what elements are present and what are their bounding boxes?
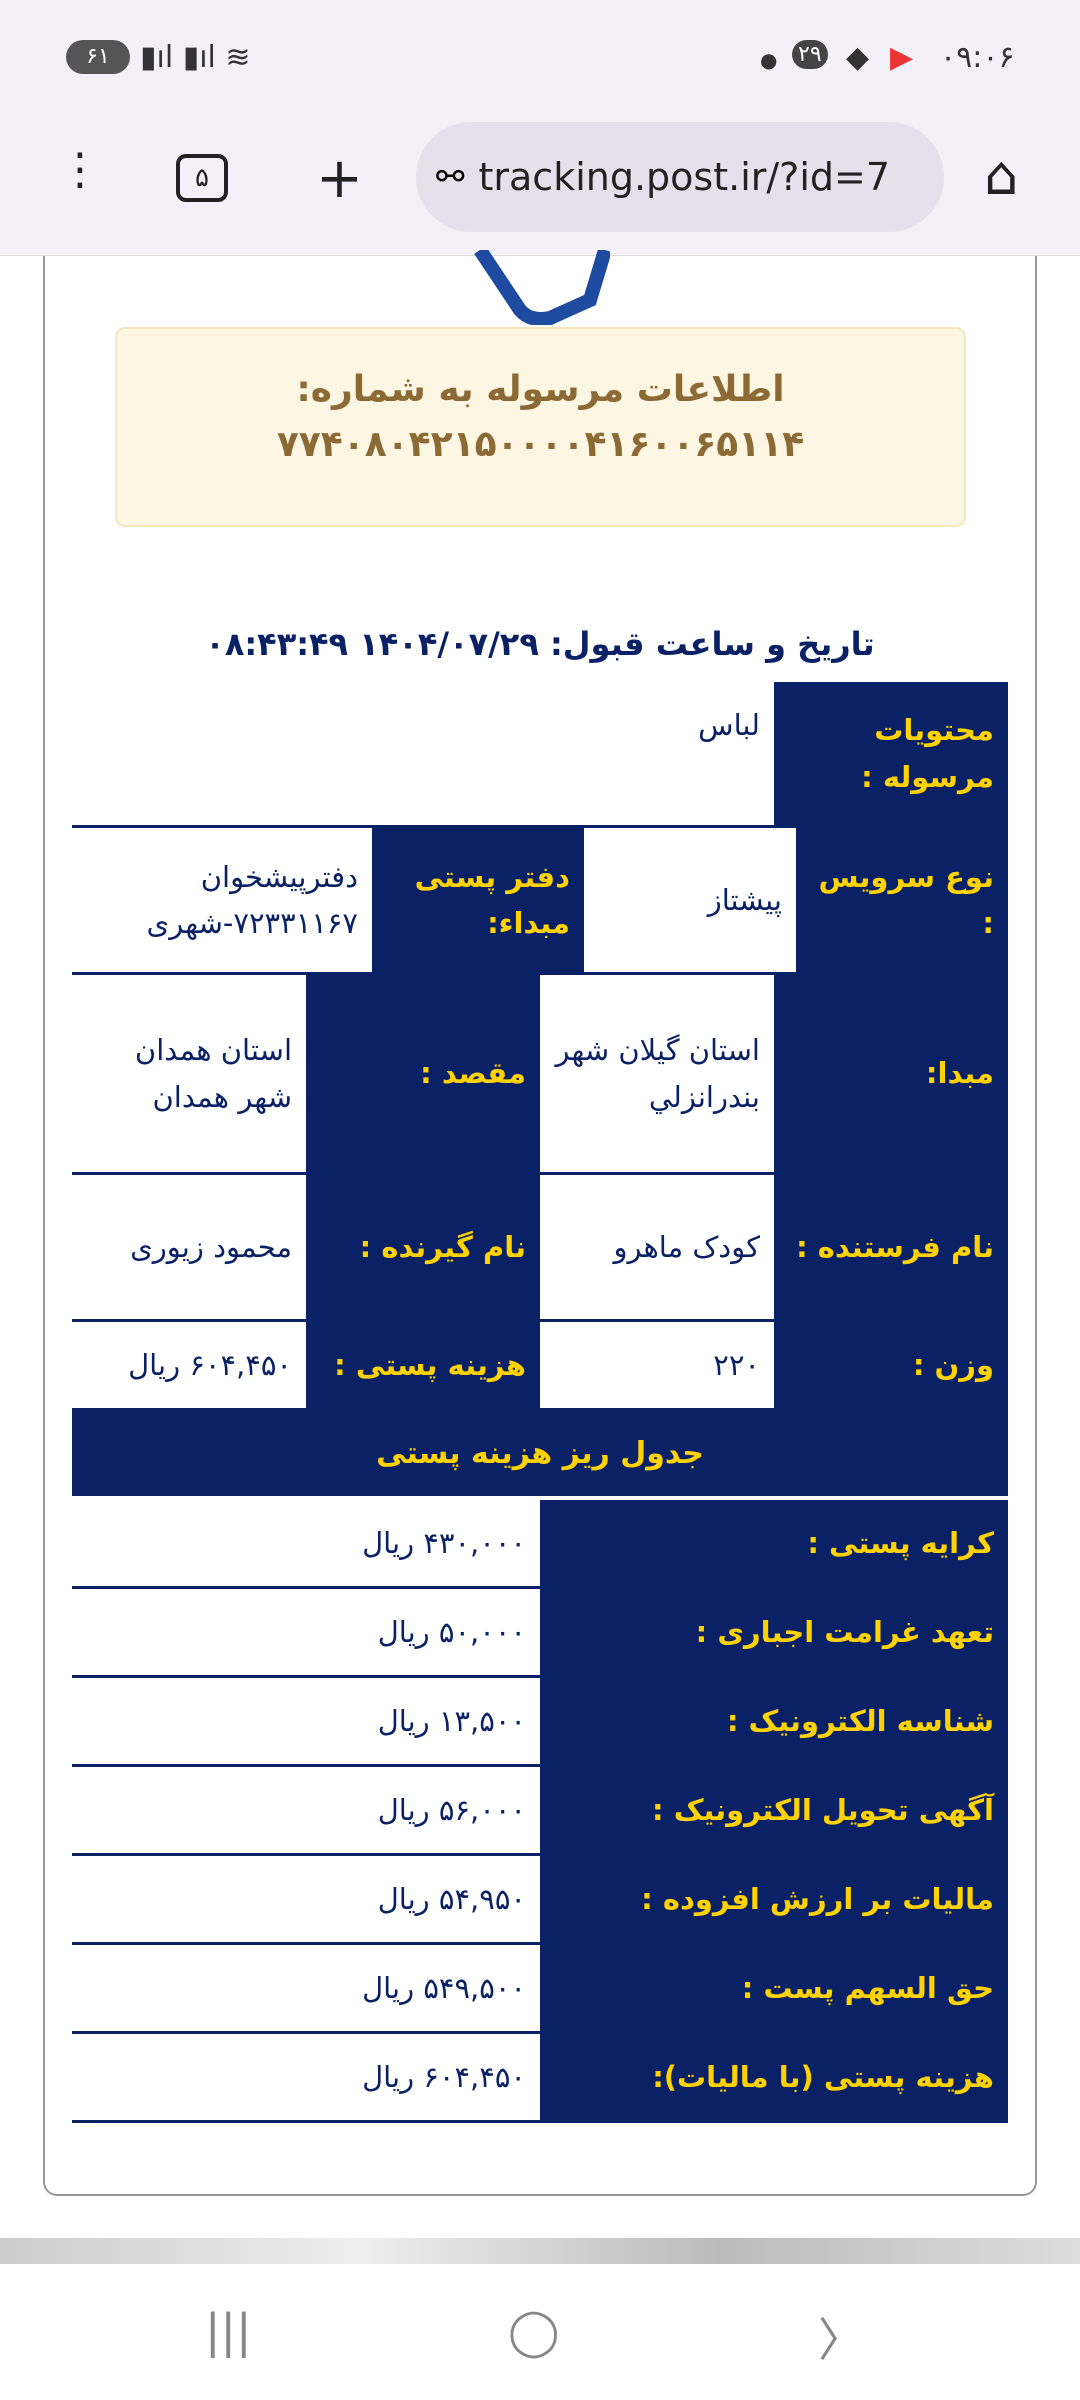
- fee-row: آگهی تحویل الکترونیک :۵۶,۰۰۰ ریال: [72, 1767, 1008, 1856]
- row-route: مبدا: استان گیلان شهر بندرانزلي مقصد : ا…: [72, 975, 1008, 1175]
- site-settings-icon[interactable]: ⚯: [436, 157, 465, 197]
- post-logo: [470, 250, 610, 325]
- notification-badge: ۲۹: [792, 40, 828, 69]
- signal-icon: ▮ıl ▮ıl ≋: [140, 40, 251, 75]
- fee-label: تعهد غرامت اجباری :: [540, 1589, 1008, 1675]
- status-bar: ۶۱ ▮ıl ▮ıl ≋ ● ۲۹ ◆ ▶ ۰۹:۰۶: [0, 0, 1080, 118]
- tabs-button[interactable]: ۵: [176, 154, 228, 202]
- battery-indicator: ۶۱: [66, 40, 130, 74]
- browser-toolbar: ⋮ ۵ + ⚯ tracking.post.ir/?id=7 ⌂: [0, 118, 1080, 256]
- system-nav-bar: ||| ◯ 〉: [0, 2264, 1080, 2400]
- value: ۶۰۴,۴۵۰ ریال: [72, 1322, 306, 1408]
- new-tab-icon[interactable]: +: [316, 146, 363, 211]
- label: نوع سرویس :: [796, 828, 1008, 972]
- back-icon[interactable]: 〉: [818, 2313, 864, 2367]
- label: مقصد :: [306, 975, 540, 1172]
- dot-icon: ●: [760, 48, 778, 72]
- fee-row: مالیات بر ارزش افزوده :۵۴,۹۵۰ ریال: [72, 1856, 1008, 1945]
- label: وزن :: [774, 1322, 1008, 1408]
- fee-value: ۱۳,۵۰۰ ریال: [72, 1678, 540, 1764]
- label: نام فرستنده :: [774, 1175, 1008, 1319]
- value: ۲۲۰: [540, 1322, 774, 1408]
- value: محمود زیوری: [72, 1175, 306, 1319]
- value: کودک ماهرو: [540, 1175, 774, 1319]
- play-icon: ▶: [890, 40, 914, 75]
- fee-label: مالیات بر ارزش افزوده :: [540, 1856, 1008, 1942]
- row-contents: محتویات مرسوله : لباس: [72, 682, 1008, 828]
- value: پیشتاز: [584, 828, 796, 972]
- menu-icon[interactable]: ⋮: [58, 144, 102, 195]
- fee-label: آگهی تحویل الکترونیک :: [540, 1767, 1008, 1853]
- fee-value: ۴۳۰,۰۰۰ ریال: [72, 1500, 540, 1586]
- home-nav-icon[interactable]: ◯: [508, 2304, 560, 2358]
- fee-row: تعهد غرامت اجباری :۵۰,۰۰۰ ریال: [72, 1589, 1008, 1678]
- label: هزینه پستی :: [306, 1322, 540, 1408]
- label: محتویات مرسوله :: [774, 682, 1008, 825]
- fee-label: شناسه الکترونیک :: [540, 1678, 1008, 1764]
- label: مبدا:: [774, 975, 1008, 1172]
- fee-value: ۵۴,۹۵۰ ریال: [72, 1856, 540, 1942]
- home-icon[interactable]: ⌂: [984, 144, 1019, 207]
- fee-value: ۶۰۴,۴۵۰ ریال: [72, 2034, 540, 2120]
- fee-value: ۵۰,۰۰۰ ریال: [72, 1589, 540, 1675]
- value: لباس: [72, 682, 774, 825]
- clock-time: ۰۹:۰۶: [940, 40, 1015, 75]
- fee-table-header: جدول ریز هزینه پستی: [72, 1411, 1008, 1496]
- row-weight: وزن : ۲۲۰ هزینه پستی : ۶۰۴,۴۵۰ ریال: [72, 1322, 1008, 1411]
- label: دفتر پستی مبداء:: [372, 828, 584, 972]
- url-text[interactable]: tracking.post.ir/?id=7: [478, 155, 891, 199]
- value: استان همدان شهر همدان: [72, 975, 306, 1172]
- fee-row: هزینه پستی (با مالیات): ۶۰۴,۴۵۰ ریال: [72, 2034, 1008, 2123]
- parcel-info-notice: اطلاعات مرسوله به شماره: ۷۷۴۰۸۰۴۲۱۵۰۰۰۰۴…: [115, 327, 966, 527]
- notice-title: اطلاعات مرسوله به شماره:: [296, 369, 785, 410]
- value: دفترپیشخوان ۷۲۳۳۱۱۶۷-شهری: [72, 828, 372, 972]
- row-service: نوع سرویس : پیشتاز دفتر پستی مبداء: دفتر…: [72, 828, 1008, 975]
- fee-value: ۵۴۹,۵۰۰ ریال: [72, 1945, 540, 2031]
- fee-value: ۵۶,۰۰۰ ریال: [72, 1767, 540, 1853]
- row-names: نام فرستنده : کودک ماهرو نام گیرنده : مح…: [72, 1175, 1008, 1322]
- fee-label: حق السهم پست :: [540, 1945, 1008, 2031]
- fee-label: کرایه پستی :: [540, 1500, 1008, 1586]
- tracking-card: [43, 256, 1037, 2196]
- label: نام گیرنده :: [306, 1175, 540, 1319]
- value: استان گیلان شهر بندرانزلي: [540, 975, 774, 1172]
- tracking-number: ۷۷۴۰۸۰۴۲۱۵۰۰۰۰۴۱۶۰۰۶۵۱۱۴: [276, 424, 805, 465]
- recents-icon[interactable]: |||: [205, 2304, 252, 2358]
- address-bar[interactable]: ⚯ tracking.post.ir/?id=7: [416, 122, 944, 232]
- shield-icon: ◆: [846, 40, 870, 75]
- fee-label: هزینه پستی (با مالیات):: [540, 2034, 1008, 2120]
- fee-row: حق السهم پست :۵۴۹,۵۰۰ ریال: [72, 1945, 1008, 2034]
- fee-row: کرایه پستی :۴۳۰,۰۰۰ ریال: [72, 1500, 1008, 1589]
- fee-row: شناسه الکترونیک :۱۳,۵۰۰ ریال: [72, 1678, 1008, 1767]
- footer-image: [0, 2238, 1080, 2264]
- accept-date: تاریخ و ساعت قبول: ۱۴۰۴/۰۷/۲۹ ۰۸:۴۳:۴۹: [205, 625, 875, 663]
